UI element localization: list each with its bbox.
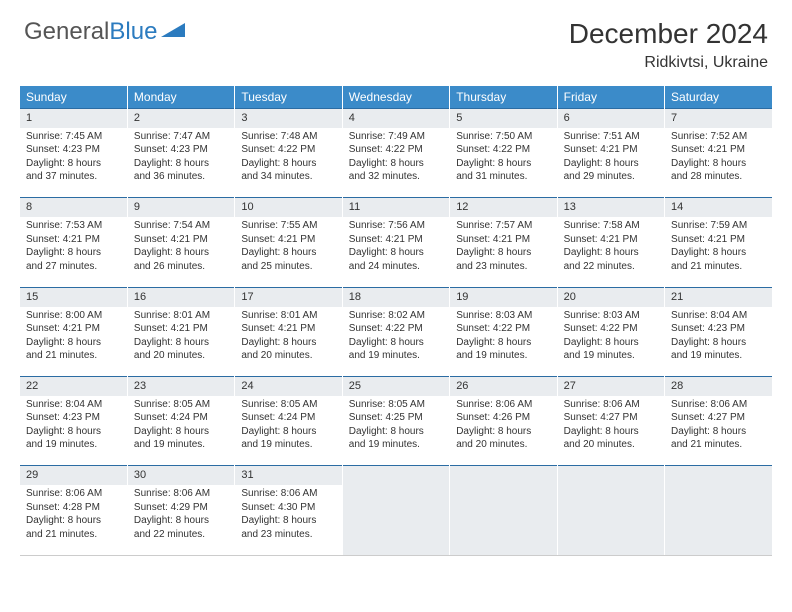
day-detail-cell: Sunrise: 7:56 AMSunset: 4:21 PMDaylight:… [342,217,449,287]
day-detail-row: Sunrise: 8:06 AMSunset: 4:28 PMDaylight:… [20,485,772,555]
day-detail-cell: Sunrise: 8:06 AMSunset: 4:30 PMDaylight:… [235,485,342,555]
day-number-cell: 4 [342,109,449,128]
weekday-header: Sunday [20,86,127,109]
day-number-cell: 5 [450,109,557,128]
day-detail-cell: Sunrise: 8:04 AMSunset: 4:23 PMDaylight:… [665,307,772,377]
logo-text-1: General [24,18,109,46]
day-detail-cell: Sunrise: 7:54 AMSunset: 4:21 PMDaylight:… [127,217,234,287]
day-number-cell: 25 [342,377,449,396]
day-number-cell: 9 [127,198,234,217]
day-number-cell: 10 [235,198,342,217]
day-number-cell: 15 [20,287,127,306]
day-detail-cell: Sunrise: 7:47 AMSunset: 4:23 PMDaylight:… [127,128,234,198]
logo-text-2: Blue [109,18,157,46]
logo: GeneralBlue [24,18,187,46]
day-detail-row: Sunrise: 8:04 AMSunset: 4:23 PMDaylight:… [20,396,772,466]
day-number-row: 22232425262728 [20,377,772,396]
day-detail-cell: Sunrise: 7:48 AMSunset: 4:22 PMDaylight:… [235,128,342,198]
day-number-row: 891011121314 [20,198,772,217]
day-number-row: 293031 [20,466,772,485]
day-detail-cell: Sunrise: 8:06 AMSunset: 4:26 PMDaylight:… [450,396,557,466]
day-number-cell: 12 [450,198,557,217]
day-number-cell: 21 [665,287,772,306]
day-number-cell [557,466,664,485]
calendar-table: Sunday Monday Tuesday Wednesday Thursday… [20,86,772,556]
month-title: December 2024 [569,18,768,50]
day-detail-cell [450,485,557,555]
day-number-cell: 14 [665,198,772,217]
day-detail-row: Sunrise: 7:45 AMSunset: 4:23 PMDaylight:… [20,128,772,198]
day-detail-cell [342,485,449,555]
day-detail-cell: Sunrise: 8:04 AMSunset: 4:23 PMDaylight:… [20,396,127,466]
weekday-header: Tuesday [235,86,342,109]
day-number-cell: 26 [450,377,557,396]
day-detail-cell: Sunrise: 8:01 AMSunset: 4:21 PMDaylight:… [235,307,342,377]
day-number-row: 15161718192021 [20,287,772,306]
day-number-cell: 13 [557,198,664,217]
day-number-cell: 1 [20,109,127,128]
day-detail-cell: Sunrise: 8:05 AMSunset: 4:24 PMDaylight:… [127,396,234,466]
weekday-header: Thursday [450,86,557,109]
day-detail-cell: Sunrise: 8:06 AMSunset: 4:29 PMDaylight:… [127,485,234,555]
day-number-cell: 11 [342,198,449,217]
weekday-header: Wednesday [342,86,449,109]
day-detail-cell: Sunrise: 8:05 AMSunset: 4:24 PMDaylight:… [235,396,342,466]
day-number-cell: 6 [557,109,664,128]
day-detail-cell: Sunrise: 8:00 AMSunset: 4:21 PMDaylight:… [20,307,127,377]
day-number-cell: 27 [557,377,664,396]
day-number-cell: 8 [20,198,127,217]
day-number-cell: 28 [665,377,772,396]
day-detail-cell: Sunrise: 7:53 AMSunset: 4:21 PMDaylight:… [20,217,127,287]
day-number-cell [342,466,449,485]
day-detail-cell: Sunrise: 8:03 AMSunset: 4:22 PMDaylight:… [557,307,664,377]
day-detail-cell: Sunrise: 7:59 AMSunset: 4:21 PMDaylight:… [665,217,772,287]
weekday-header: Monday [127,86,234,109]
day-detail-cell: Sunrise: 8:03 AMSunset: 4:22 PMDaylight:… [450,307,557,377]
day-number-cell: 23 [127,377,234,396]
day-detail-cell: Sunrise: 7:58 AMSunset: 4:21 PMDaylight:… [557,217,664,287]
day-number-cell: 7 [665,109,772,128]
day-number-cell: 17 [235,287,342,306]
day-number-cell: 24 [235,377,342,396]
day-detail-cell: Sunrise: 7:55 AMSunset: 4:21 PMDaylight:… [235,217,342,287]
day-number-cell: 30 [127,466,234,485]
day-number-cell: 29 [20,466,127,485]
day-detail-cell: Sunrise: 8:06 AMSunset: 4:27 PMDaylight:… [557,396,664,466]
day-number-cell: 19 [450,287,557,306]
day-detail-cell: Sunrise: 7:45 AMSunset: 4:23 PMDaylight:… [20,128,127,198]
day-detail-cell: Sunrise: 8:02 AMSunset: 4:22 PMDaylight:… [342,307,449,377]
day-number-cell: 31 [235,466,342,485]
day-number-cell: 20 [557,287,664,306]
day-number-cell: 16 [127,287,234,306]
weekday-header-row: Sunday Monday Tuesday Wednesday Thursday… [20,86,772,109]
day-number-cell: 3 [235,109,342,128]
day-number-cell [450,466,557,485]
day-detail-cell: Sunrise: 8:06 AMSunset: 4:28 PMDaylight:… [20,485,127,555]
day-number-row: 1234567 [20,109,772,128]
day-number-cell: 22 [20,377,127,396]
day-detail-cell: Sunrise: 8:05 AMSunset: 4:25 PMDaylight:… [342,396,449,466]
day-detail-cell: Sunrise: 7:50 AMSunset: 4:22 PMDaylight:… [450,128,557,198]
weekday-header: Saturday [665,86,772,109]
header: GeneralBlue December 2024 Ridkivtsi, Ukr… [0,0,792,80]
day-detail-row: Sunrise: 7:53 AMSunset: 4:21 PMDaylight:… [20,217,772,287]
day-detail-cell: Sunrise: 8:06 AMSunset: 4:27 PMDaylight:… [665,396,772,466]
day-detail-cell: Sunrise: 7:57 AMSunset: 4:21 PMDaylight:… [450,217,557,287]
logo-mark-icon [161,18,187,46]
day-detail-cell [557,485,664,555]
day-detail-cell: Sunrise: 7:51 AMSunset: 4:21 PMDaylight:… [557,128,664,198]
weekday-header: Friday [557,86,664,109]
day-detail-cell: Sunrise: 8:01 AMSunset: 4:21 PMDaylight:… [127,307,234,377]
day-number-cell: 2 [127,109,234,128]
day-detail-cell [665,485,772,555]
day-detail-cell: Sunrise: 7:49 AMSunset: 4:22 PMDaylight:… [342,128,449,198]
day-number-cell [665,466,772,485]
day-number-cell: 18 [342,287,449,306]
title-block: December 2024 Ridkivtsi, Ukraine [569,18,768,72]
day-detail-cell: Sunrise: 7:52 AMSunset: 4:21 PMDaylight:… [665,128,772,198]
location: Ridkivtsi, Ukraine [569,54,768,72]
day-detail-row: Sunrise: 8:00 AMSunset: 4:21 PMDaylight:… [20,307,772,377]
